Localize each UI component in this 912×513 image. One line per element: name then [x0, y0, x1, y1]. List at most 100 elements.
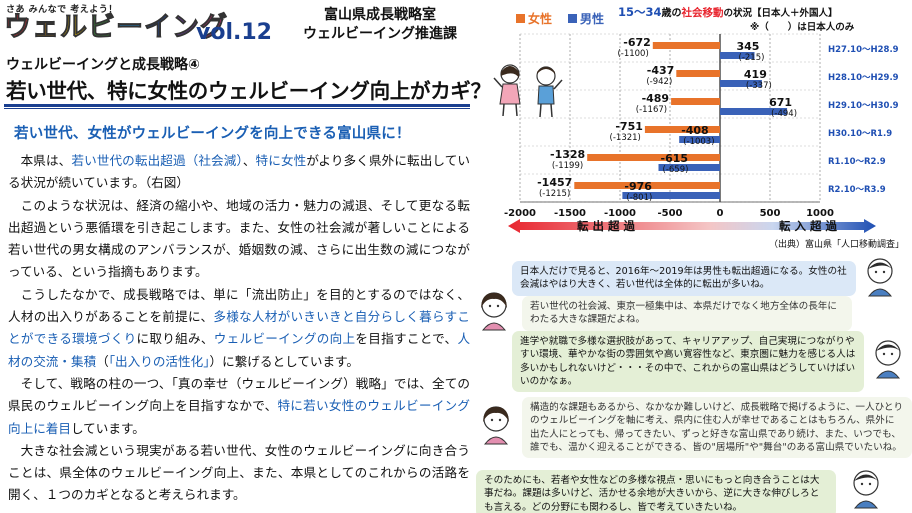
bar	[574, 182, 720, 189]
data-label: -1328	[550, 148, 585, 161]
out-migration-label: 転 出 超 過	[577, 219, 636, 233]
speech-bubble: 進学や就職で多様な選択肢があって、キャリアアップ、自己実現につながりやすい環境、…	[512, 331, 864, 393]
highlight: 人材の交流・集積	[8, 331, 471, 369]
category-label: R2.10～R3.9	[828, 185, 886, 195]
text: そして、戦略の柱の一つ、「真の幸せ（ウェルビーイング）戦略」では、全ての県民のウ…	[8, 375, 470, 414]
direction-arrow-icon	[508, 219, 876, 233]
brand-char: ウ	[4, 12, 32, 44]
data-label: 671	[769, 96, 792, 109]
article-subheading: 若い世代、女性がウェルビーイングを向上できる富山県に！	[14, 126, 411, 142]
brand-char: ン	[172, 12, 200, 44]
brand-char: ル	[60, 12, 88, 44]
bar	[720, 52, 755, 59]
paragraph: こうしたなかで、成長戦略では、単に「流出防止」を目的とするのではなく、人材の出入…	[8, 284, 470, 373]
tick-label: -1500	[554, 208, 586, 219]
tagline: さあ みんなで 考えよう！	[6, 5, 118, 15]
category-label: H28.10～H29.9	[828, 73, 899, 83]
highlight: 若い世代の転出超過（社会減）	[71, 153, 243, 168]
bar	[658, 164, 720, 171]
speech-bubble: そのためにも、若者や女性などの多様な視点・思いにもっと向き合うことは大事だね。課…	[476, 470, 836, 513]
speech-text: 進学や就職で多様な選択肢があって、キャリアアップ、自己実現につながりやすい環境、…	[520, 336, 856, 387]
data-label-japanese: (-801)	[626, 193, 652, 203]
category-label: H27.10～H28.9	[828, 45, 899, 55]
text: （	[96, 353, 109, 369]
bar	[587, 154, 720, 161]
chart-title-part: の状況【日本人＋外国人】	[724, 7, 838, 19]
highlight: 多様な人材がいきいきと自分らしく暮らすことができる環境づくり	[8, 309, 471, 347]
text: を目指すことで、	[355, 331, 458, 347]
data-label: -489	[642, 92, 670, 105]
text: こうしたなかで、成長戦略では、単に「流出防止」を目的とするのではなく、人材の出入…	[8, 286, 470, 325]
woman-avatar-icon	[483, 406, 509, 445]
category-label: H30.10～R1.9	[828, 129, 892, 139]
paragraph: そして、戦略の柱の一つ、「真の幸せ（ウェルビーイング）戦略」では、全ての県民のウ…	[8, 373, 470, 440]
chart-note: ※（ ）は日本人のみ	[750, 21, 855, 33]
in-migration-label: 転 入 超 過	[779, 219, 838, 233]
brand-char: ビ	[88, 12, 116, 44]
tick-label: -1000	[604, 208, 636, 219]
data-label: -1457	[537, 176, 572, 189]
chart-title-part: 15～34	[618, 5, 662, 19]
page-title: 若い世代、特に女性のウェルビーイング向上がカギ？	[6, 79, 491, 103]
woman-avatar-icon	[481, 292, 507, 331]
brand-char: イ	[144, 12, 172, 44]
title-divider-thin	[4, 108, 470, 109]
legend-label: 女性	[528, 11, 552, 26]
data-label: -615	[661, 152, 689, 165]
speech-bubble: 日本人だけで見ると、2016年～2019年は男性も転出超過になる。女性の社会減は…	[512, 261, 856, 296]
brand-char: ェ	[32, 12, 60, 44]
chart-title-part: 社会移動	[681, 6, 724, 19]
highlight: 「出入りの活性化」	[108, 353, 210, 369]
highlight: 特に若い女性のウェルビーイング向上に着目	[8, 398, 471, 436]
text: 、	[242, 153, 256, 168]
organization: 富山県成長戦略室 ウェルビーイング推進課	[300, 6, 460, 44]
data-label-japanese: (-942)	[646, 77, 672, 87]
migration-chart: 15～34歳の社会移動の状況【日本人＋外国人】 ※（ ）は日本人のみ 女性 男性 -67…	[486, 0, 912, 255]
data-label: -751	[615, 120, 643, 133]
bar	[622, 192, 720, 199]
bar	[644, 126, 720, 133]
bar	[652, 42, 720, 49]
legend-swatch	[516, 14, 525, 23]
brand-logo: ウェルビーイング	[4, 12, 228, 44]
man-avatar-icon	[853, 470, 879, 509]
tick-label: -2000	[504, 208, 536, 219]
bar	[671, 98, 720, 105]
chart-title: 15～34歳の社会移動の状況【日本人＋外国人】	[618, 5, 838, 19]
bar	[679, 136, 720, 143]
series-title: ウェルビーイングと成長戦略④	[6, 57, 200, 73]
text: ）に繋げるとしています。	[209, 353, 360, 369]
data-label-japanese: (-1100)	[617, 49, 648, 59]
bar	[720, 108, 788, 115]
data-label-japanese: (-1003)	[683, 137, 714, 147]
speech-text: そのためにも、若者や女性などの多様な視点・思いにもっと向き合うことは大事だね。課…	[484, 475, 820, 513]
chart-title-part: 歳の	[662, 6, 682, 19]
man-avatar-icon	[867, 258, 893, 297]
paragraph: このような状況は、経済の縮小や、地域の活力・魅力の減退、そして更なる転出超過とい…	[8, 197, 470, 280]
data-label-japanese: (-215)	[739, 53, 765, 63]
highlight: 特に女性	[255, 153, 307, 168]
legend-label: 男性	[580, 11, 604, 26]
speech-text: 日本人だけで見ると、2016年～2019年は男性も転出超過になる。女性の社会減は…	[520, 266, 847, 291]
data-label: 345	[737, 40, 760, 53]
highlight: ウェルビーイングの向上	[213, 331, 356, 347]
bar	[720, 80, 762, 87]
org-division: ウェルビーイング推進課	[303, 26, 457, 42]
data-label-japanese: (-1215)	[539, 189, 570, 199]
woman-figure-icon	[493, 64, 521, 117]
speech-text: 構造的な課題もあるから、なかなか難しいけど、成長戦略で掲げるように、一人ひとりの…	[530, 402, 904, 453]
tick-label: 1000	[806, 208, 834, 219]
paragraph: 本県は、若い世代の転出超過（社会減）、特に女性がより多く県外に転出している状況が…	[8, 150, 470, 195]
data-label-japanese: (-337)	[746, 81, 772, 91]
text: に取り組み、	[136, 331, 214, 347]
data-label-japanese: (-494)	[771, 109, 797, 119]
chart-source: （出典）富山県「人口移動調査」	[769, 238, 904, 250]
bar	[676, 70, 720, 77]
brand-char: ー	[116, 12, 144, 44]
data-label: -408	[681, 124, 709, 137]
speech-bubble: 構造的な課題もあるから、なかなか難しいけど、成長戦略で掲げるように、一人ひとりの…	[522, 397, 912, 459]
text: 本県は、	[20, 153, 72, 168]
people-illustration-icon	[493, 64, 563, 118]
speech-text: 若い世代の社会減、東京一極集中は、本県だけでなく地方全体の長年にわたる大きな課題…	[530, 301, 837, 326]
man-figure-icon	[536, 66, 563, 118]
